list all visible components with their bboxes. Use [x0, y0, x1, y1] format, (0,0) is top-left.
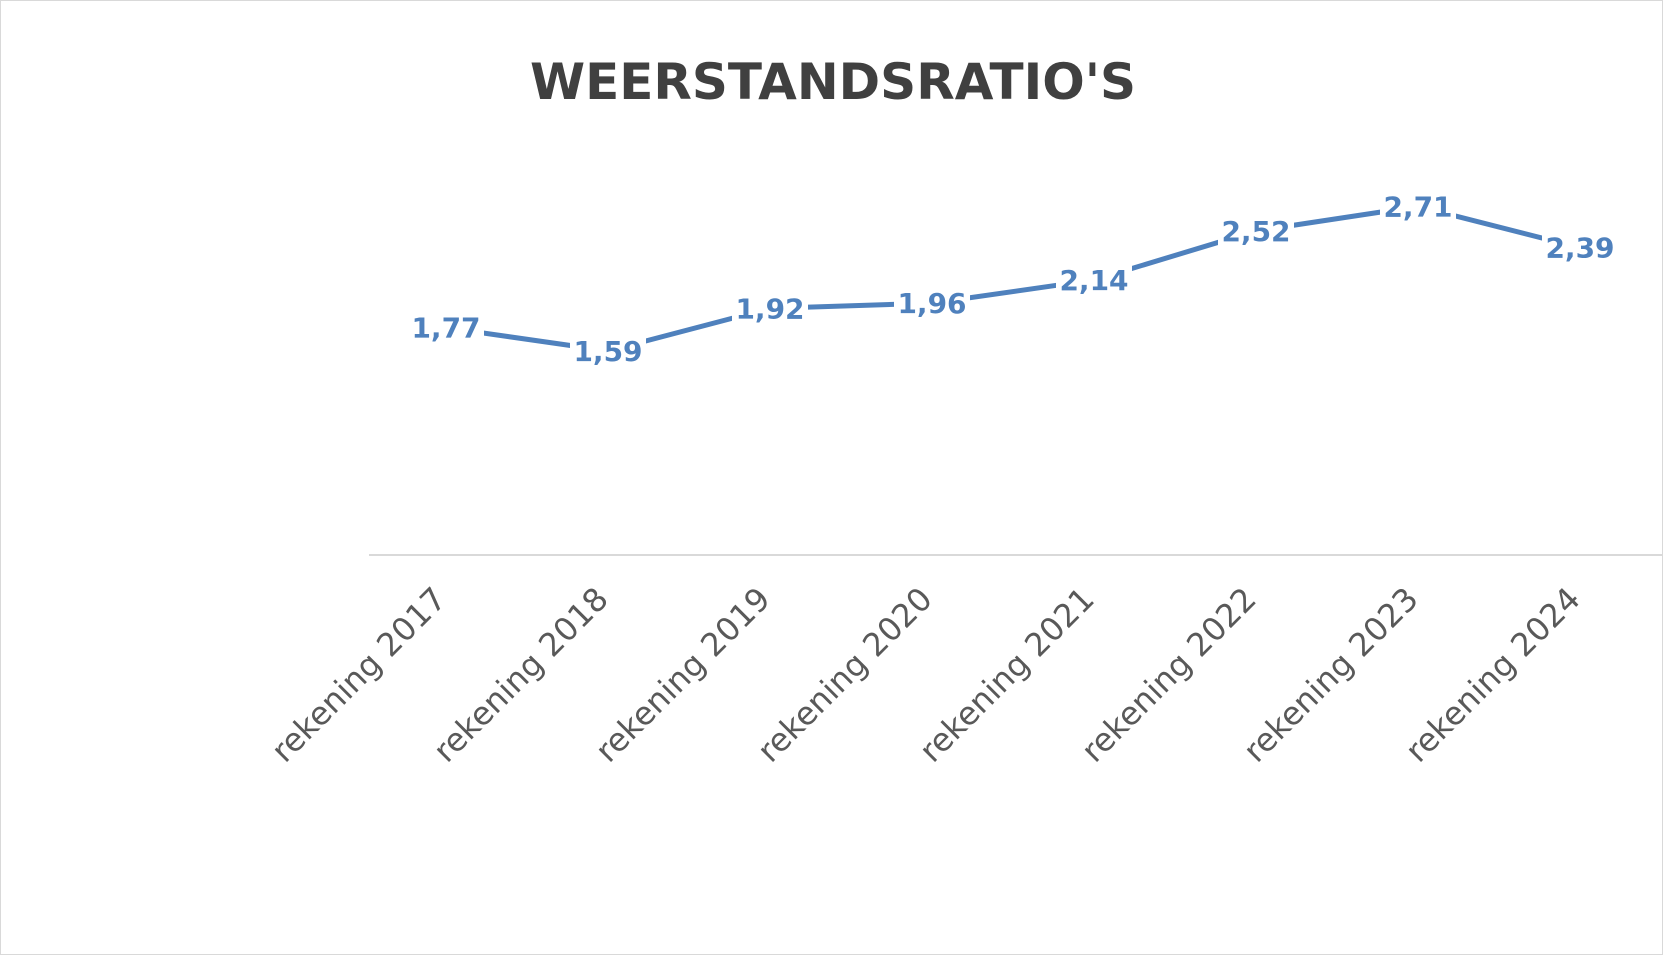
data-label: 1,96	[897, 287, 966, 320]
data-label: 2,71	[1383, 190, 1452, 223]
data-label-background	[1218, 210, 1294, 249]
x-tick-label: rekening 2017	[264, 580, 454, 770]
data-label-background	[408, 307, 484, 346]
x-tick-label: rekening 2020	[750, 580, 940, 770]
x-tick-label: rekening 2019	[588, 580, 778, 770]
series-line	[443, 203, 1583, 354]
x-tick-label: rekening 2018	[426, 580, 616, 770]
data-label: 2,52	[1221, 215, 1290, 248]
data-labels-group: 1,77 1,59 1,92 1,96 2,14 2,52 2,71 2,39	[408, 186, 1618, 369]
data-label-background	[570, 330, 646, 369]
chart-title: WEERSTANDSRATIO'S	[530, 53, 1136, 111]
data-label: 1,59	[573, 335, 642, 368]
data-label: 1,77	[411, 312, 480, 345]
x-tick-label: rekening 2024	[1398, 580, 1588, 770]
data-label-background	[1380, 186, 1456, 225]
x-tick-label: rekening 2023	[1236, 580, 1426, 770]
data-label: 1,92	[735, 292, 804, 325]
data-label-background	[894, 283, 970, 322]
data-label-background	[1056, 259, 1132, 298]
data-label-background	[1542, 227, 1618, 266]
data-label: 2,39	[1545, 232, 1614, 265]
x-tick-label: rekening 2022	[1074, 580, 1264, 770]
data-label-background	[732, 288, 808, 327]
data-label: 2,14	[1059, 264, 1128, 297]
x-tick-label: rekening 2021	[912, 580, 1102, 770]
